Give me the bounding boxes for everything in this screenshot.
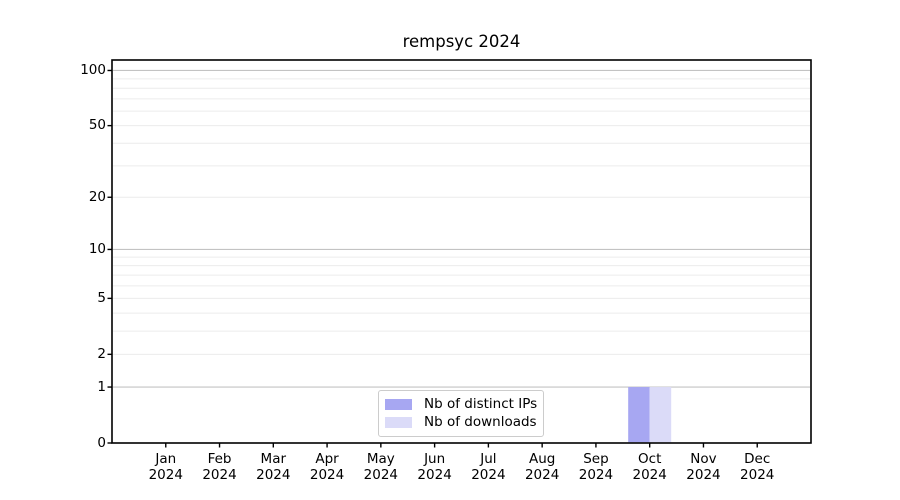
chart-title: rempsyc 2024: [402, 32, 521, 51]
x-tick-month: May: [366, 451, 395, 467]
x-tick-month: Mar: [260, 451, 287, 467]
legend-label: Nb of downloads: [424, 414, 537, 430]
x-tick-year: 2024: [686, 466, 721, 483]
x-tick-label: Oct 2024: [618, 451, 682, 483]
bar-nb-of-downloads: [649, 387, 672, 443]
y-tick-label: 20: [88, 188, 106, 205]
x-tick-label: Mar 2024: [241, 451, 305, 483]
y-tick-label: 50: [88, 117, 106, 134]
x-tick-label: Apr 2024: [295, 451, 359, 483]
x-tick-month: Aug: [528, 451, 556, 467]
x-tick-year: 2024: [632, 466, 667, 483]
x-tick-month: Feb: [207, 451, 232, 467]
x-tick-month: Oct: [638, 451, 662, 467]
x-tick-label: Nov 2024: [671, 451, 735, 483]
legend-swatch: [385, 399, 412, 410]
x-tick-year: 2024: [202, 466, 237, 483]
x-tick-month: Nov: [690, 451, 717, 467]
x-tick-label: Jan 2024: [134, 451, 198, 483]
x-tick-year: 2024: [256, 466, 291, 483]
x-tick-label: Dec 2024: [725, 451, 789, 483]
legend-label: Nb of distinct IPs: [424, 396, 538, 412]
y-tick-label: 2: [97, 345, 106, 362]
bar-nb-of-distinct-ips: [628, 387, 650, 443]
x-tick-month: Jun: [424, 451, 446, 467]
x-tick-month: Sep: [583, 451, 609, 467]
x-tick-year: 2024: [740, 466, 775, 483]
x-tick-year: 2024: [471, 466, 506, 483]
x-tick-year: 2024: [148, 466, 183, 483]
legend-swatch: [385, 417, 412, 428]
x-tick-year: 2024: [363, 466, 399, 483]
x-tick-label: Feb 2024: [188, 451, 252, 483]
x-tick-month: Jul: [480, 451, 497, 467]
x-tick-label: Aug 2024: [510, 451, 574, 483]
x-tick-year: 2024: [417, 466, 452, 483]
x-tick-label: Jul 2024: [456, 451, 520, 483]
y-tick-label: 5: [97, 289, 106, 306]
x-tick-month: Jan: [155, 451, 177, 467]
legend-entry: Nb of distinct IPs: [385, 396, 538, 412]
x-tick-label: Sep 2024: [564, 451, 628, 483]
x-tick-year: 2024: [578, 466, 614, 483]
plot-spines: [111, 59, 812, 444]
x-tick-year: 2024: [309, 466, 345, 483]
y-tick-label: 1: [97, 378, 106, 395]
y-tick-label: 10: [88, 240, 106, 257]
x-tick-month: Dec: [744, 451, 771, 467]
x-tick-label: Jun 2024: [403, 451, 467, 483]
y-tick-label: 0: [97, 434, 106, 451]
x-tick-month: Apr: [315, 451, 339, 467]
y-tick-label: 100: [80, 61, 106, 78]
legend: Nb of distinct IPs Nb of downloads: [378, 390, 544, 437]
x-tick-label: May 2024: [349, 451, 413, 483]
legend-entry: Nb of downloads: [385, 414, 537, 430]
x-tick-year: 2024: [524, 466, 560, 483]
